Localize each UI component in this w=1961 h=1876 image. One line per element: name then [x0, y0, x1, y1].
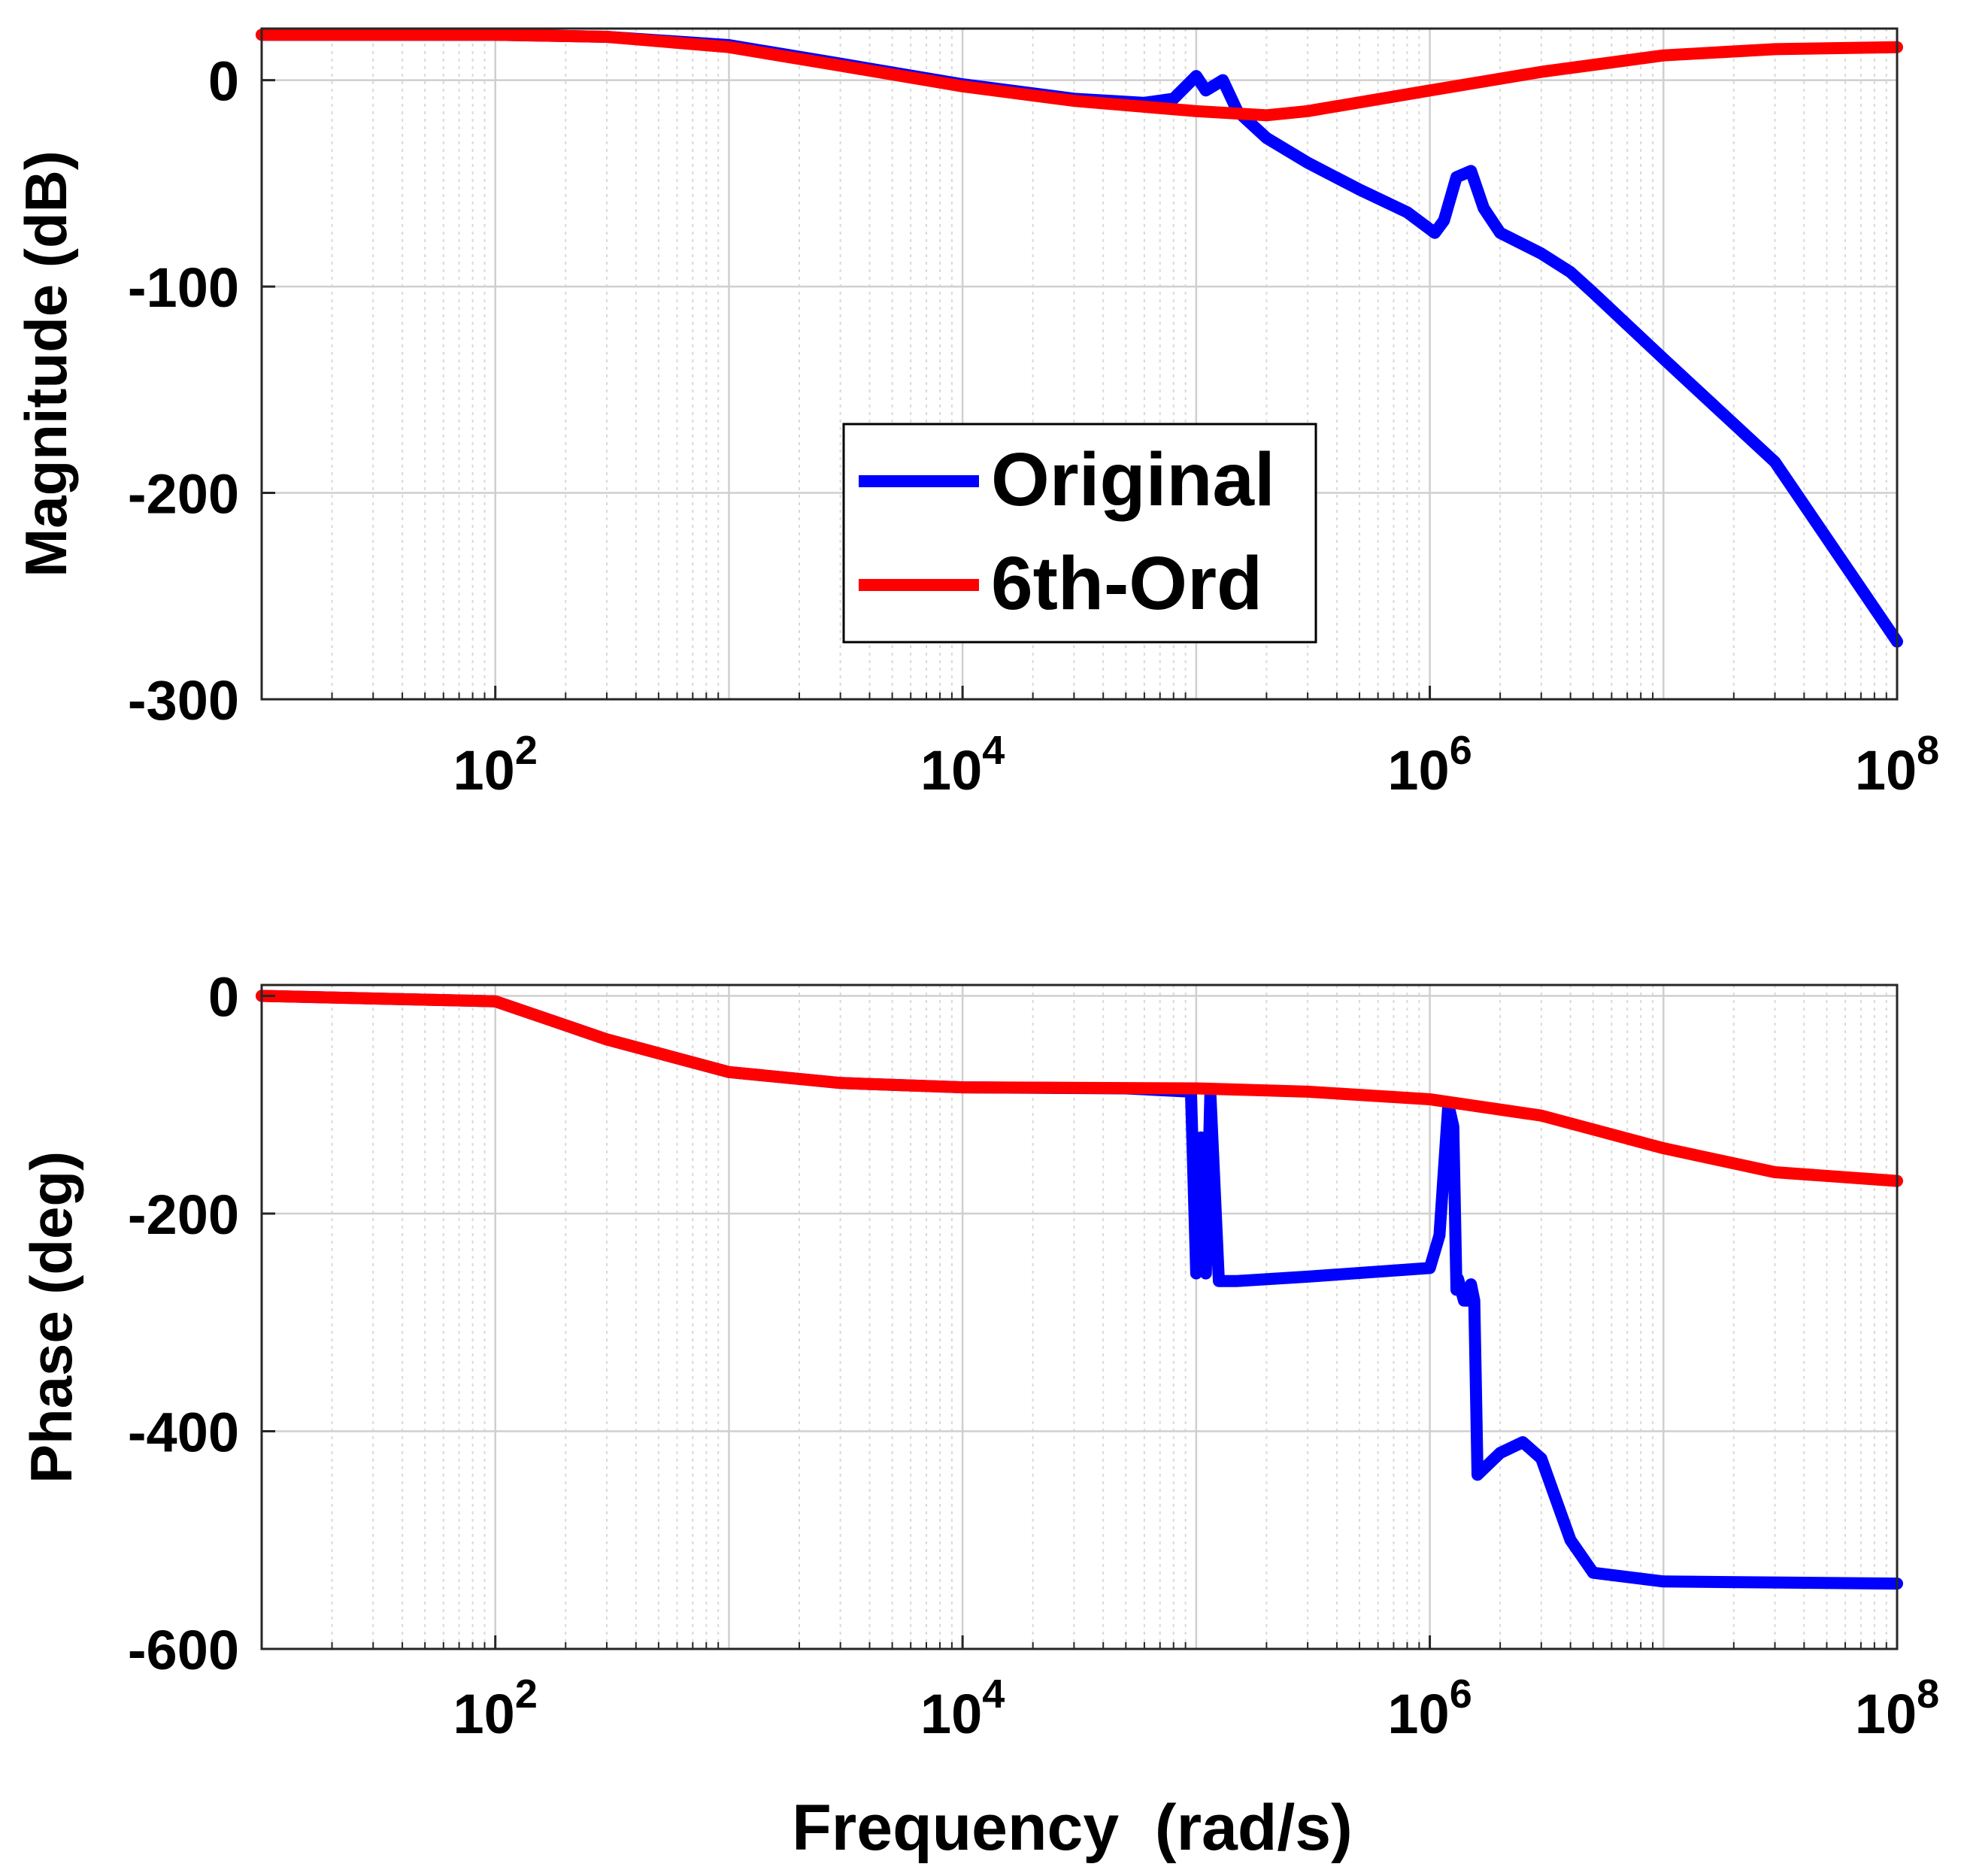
x-tick-label: 104 [920, 728, 1005, 802]
x-tick-label: 106 [1387, 728, 1472, 802]
phase-x-tick-labels: 102 104 106 108 [453, 1671, 1940, 1745]
magnitude-axes-frame [260, 27, 1899, 701]
phase-axes: 102 104 106 108 0 -200 -400 -600 Phase (deg) F… [18, 965, 1939, 1864]
legend-label-original: Original [991, 438, 1275, 522]
y-tick-label: 0 [208, 965, 239, 1028]
magnitude-x-tick-labels: 102 104 106 108 [453, 728, 1940, 802]
legend: Original 6th-Ord [842, 423, 1317, 644]
legend-label-6th-ord: 6th-Ord [991, 541, 1262, 626]
x-tick-label: 102 [453, 728, 538, 802]
y-tick-label: -400 [128, 1401, 239, 1463]
y-tick-label: -600 [128, 1619, 239, 1681]
x-tick-label: 102 [453, 1671, 538, 1745]
magnitude-ticks [262, 79, 1899, 701]
phase-y-axis-label: Phase (deg) [18, 1151, 84, 1484]
phase-axes-frame [260, 983, 1899, 1650]
legend-box [842, 423, 1317, 644]
magnitude-axes: 102 104 106 108 0 -100 -200 -300 Magnitude (dB… [13, 27, 1940, 802]
y-tick-label: -300 [128, 669, 239, 732]
x-tick-label: 108 [1855, 1671, 1939, 1745]
phase-series [256, 990, 1903, 1590]
phase-ticks [262, 994, 1899, 1650]
magnitude-series [256, 29, 1903, 648]
x-tick-label: 104 [920, 1671, 1005, 1745]
series-line-6th-ord [256, 990, 1903, 1187]
phase-plot-area [262, 985, 1897, 1649]
magnitude-y-axis-label: Magnitude (dB) [13, 150, 79, 577]
x-tick-label: 106 [1387, 1671, 1472, 1745]
y-tick-label: -100 [128, 256, 239, 319]
phase-y-tick-labels: 0 -200 -400 -600 [128, 965, 239, 1681]
y-tick-label: -200 [128, 463, 239, 526]
phase-x-axis-label: Frequency (rad/s) [792, 1792, 1353, 1864]
x-tick-label: 108 [1855, 728, 1939, 802]
magnitude-y-tick-labels: 0 -100 -200 -300 [128, 50, 239, 732]
phase-grid [262, 985, 1897, 1649]
y-tick-label: 0 [208, 50, 239, 113]
series-line-6th-ord [256, 29, 1903, 122]
y-tick-label: -200 [128, 1183, 239, 1246]
